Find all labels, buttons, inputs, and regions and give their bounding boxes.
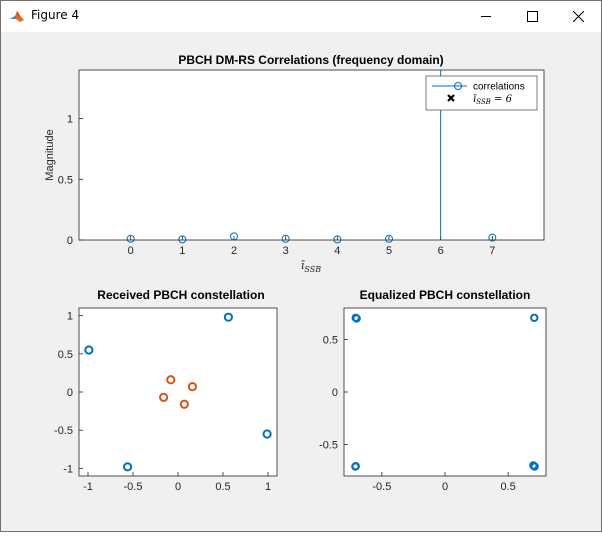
y-tick-label: -0.5 [54, 425, 73, 437]
y-tick-label: -1 [63, 463, 73, 475]
window-title: Figure 4 [31, 8, 80, 22]
y-tick-labels: 1 0.5 0 -0.5 -1 [54, 311, 83, 475]
maximize-button[interactable] [509, 1, 555, 32]
scatter-point [166, 375, 176, 385]
x-tick-label: 2 [231, 245, 237, 257]
scatter-point [187, 382, 197, 392]
matlab-icon [10, 11, 24, 22]
x-tick-labels: -0.5 0 0.5 [372, 472, 516, 493]
legend-entry-correlations: correlations [473, 82, 525, 93]
x-tick-label: 0 [442, 481, 448, 493]
x-tick-label: -0.5 [124, 481, 143, 493]
correlation-plot: PBCH DM-RS Correlations (frequency domai… [44, 53, 545, 274]
x-tick-label: 6 [438, 245, 444, 257]
close-icon [572, 11, 584, 22]
x-tick-label: 0.5 [500, 481, 515, 493]
x-tick-label: 7 [489, 245, 495, 257]
stem-marker [333, 235, 342, 244]
scatter-point [223, 312, 233, 322]
y-tick-labels: 0.5 0 -0.5 [319, 335, 348, 452]
x-tick-label: 4 [334, 245, 340, 257]
x-tick-labels: 0 1 2 3 4 5 6 7 [128, 236, 495, 257]
scatter-points [84, 312, 272, 472]
y-tick-label: 0.5 [323, 335, 338, 347]
received-constellation-plot: Received PBCH constellation -1 -0.5 0 0.5 1 … [54, 288, 278, 493]
y-tick-label: 0 [67, 235, 73, 247]
plot-title: Received PBCH constellation [97, 288, 264, 302]
stem-marker [281, 234, 290, 243]
y-tick-label: 0.5 [58, 174, 73, 186]
x-tick-labels: -1 -0.5 0 0.5 1 [83, 472, 271, 493]
stem-marker [488, 233, 497, 242]
legend-marker-swatch [454, 82, 462, 90]
x-tick-label: 1 [265, 481, 271, 493]
plot-title: PBCH DM-RS Correlations (frequency domai… [178, 53, 443, 67]
plot-frame [78, 307, 278, 477]
plot-background [79, 308, 277, 476]
y-tick-label: 0 [67, 387, 73, 399]
x-tick-label: 5 [386, 245, 392, 257]
stem-marker [385, 234, 393, 243]
x-tick-label: 1 [179, 245, 185, 257]
scatter-point [351, 462, 360, 471]
title-bar[interactable]: Figure 4 [1, 1, 601, 32]
x-tick-label: -1 [83, 481, 93, 493]
x-tick-label: 0 [128, 245, 134, 257]
minimize-icon [480, 16, 491, 17]
scatter-point [159, 392, 169, 402]
scatter-point [84, 345, 94, 355]
scatter-point [179, 399, 189, 409]
y-tick-label: -0.5 [319, 440, 338, 452]
scatter-points [351, 313, 539, 471]
plot-title: Equalized PBCH constellation [360, 288, 531, 302]
close-button[interactable] [555, 1, 601, 32]
x-tick-label: 0 [175, 481, 181, 493]
y-tick-label: 1 [67, 114, 73, 126]
plot-background [344, 308, 546, 476]
stem-marker [178, 235, 187, 244]
legend-box [425, 75, 538, 111]
x-tick-label: -0.5 [372, 481, 391, 493]
y-tick-label: 1 [67, 311, 73, 323]
scatter-point [123, 462, 133, 472]
stem-marker [126, 234, 135, 243]
figure-canvas: PBCH DM-RS Correlations (frequency domai… [44, 53, 547, 493]
y-tick-label: 0 [332, 387, 338, 399]
x-tick-label: 3 [283, 245, 289, 257]
equalized-constellation-plot: Equalized PBCH constellation -0.5 0 0.5 0.… [319, 288, 547, 493]
maximize-icon [526, 11, 538, 22]
y-axis-label: Magnitude [44, 129, 56, 180]
legend-marker-x [447, 94, 455, 102]
scatter-point [530, 462, 539, 471]
minimize-button[interactable] [463, 1, 509, 32]
scatter-point [352, 314, 361, 323]
plot-frame [78, 69, 545, 241]
y-tick-label: 0.5 [58, 349, 73, 361]
plot-frame [343, 307, 547, 477]
x-axis-label: īSSB [301, 259, 321, 274]
legend[interactable]: correlations īSSB = 6 [425, 75, 538, 111]
scatter-point [530, 313, 539, 322]
scatter-point [262, 429, 272, 439]
x-tick-label: 0.5 [215, 481, 230, 493]
figure-area: PBCH DM-RS Correlations (frequency domai… [1, 32, 601, 531]
